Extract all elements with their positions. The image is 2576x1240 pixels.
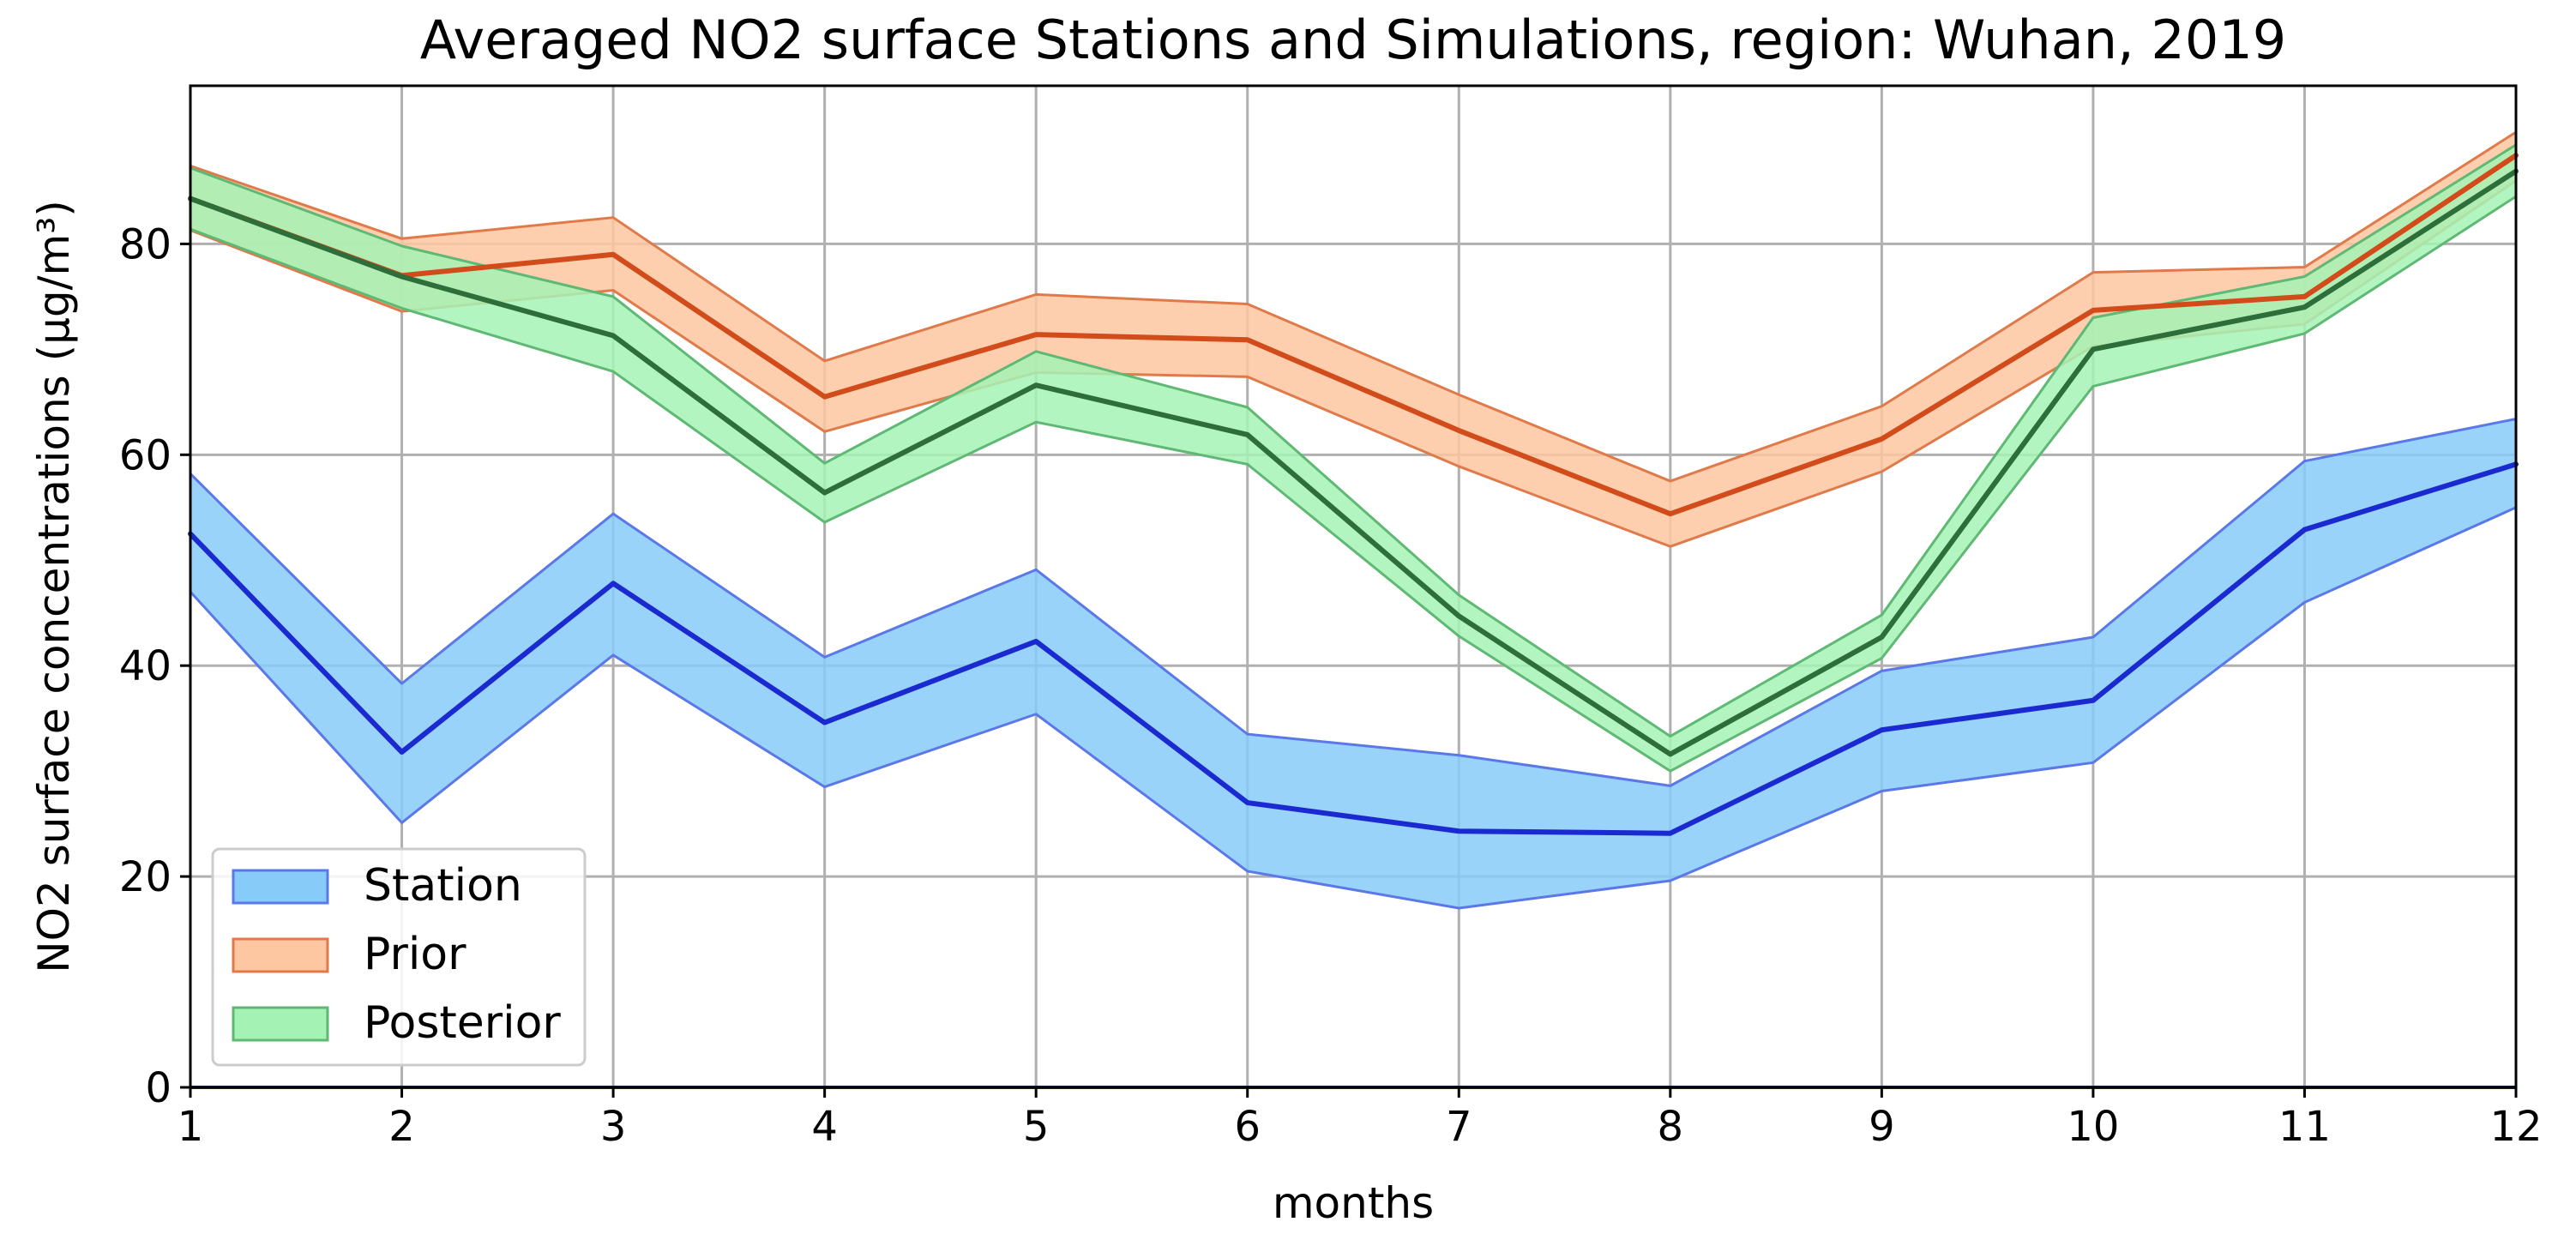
y-axis-ticks: 0 20 40 60 80 [119, 220, 190, 1112]
plot-frame [189, 84, 2518, 1089]
legend-label-posterior: Posterior [364, 997, 561, 1049]
uncertainty-bands [189, 130, 2518, 910]
x-tick-label: 4 [811, 1103, 838, 1151]
x-tick-label: 5 [1023, 1103, 1050, 1151]
x-tick-label: 1 [178, 1103, 204, 1151]
y-tick-label: 0 [145, 1064, 172, 1112]
legend-swatch-prior [232, 937, 329, 973]
x-tick-label: 8 [1658, 1103, 1684, 1151]
x-tick-label: 11 [2278, 1103, 2331, 1151]
legend-label-station: Station [364, 860, 522, 912]
x-tick-label: 3 [600, 1103, 627, 1151]
y-tick-label: 40 [119, 642, 172, 690]
x-tick-label: 7 [1446, 1103, 1472, 1151]
x-tick-label: 6 [1234, 1103, 1261, 1151]
legend-swatch-station [232, 869, 329, 905]
x-axis-label: months [1273, 1178, 1434, 1228]
legend-label-prior: Prior [364, 929, 466, 980]
x-tick-label: 9 [1869, 1103, 1895, 1151]
station-band [189, 418, 2518, 910]
prior-line [188, 153, 2519, 517]
x-tick-label: 2 [388, 1103, 415, 1151]
x-axis-ticks: 1 2 3 4 5 6 7 8 9 10 11 12 [178, 1087, 2543, 1151]
y-axis-label: NO2 surface concentrations (µg/m³) [29, 200, 79, 973]
y-tick-label: 80 [119, 220, 172, 268]
y-tick-label: 20 [119, 853, 172, 901]
chart-title: Averaged NO2 surface Stations and Simula… [420, 9, 2286, 71]
posterior-line [188, 168, 2519, 757]
legend: Station Prior Posterior [211, 847, 587, 1067]
station-line [188, 461, 2519, 836]
y-tick-label: 60 [119, 431, 172, 479]
x-tick-label: 12 [2489, 1103, 2542, 1151]
x-tick-label: 10 [2067, 1103, 2119, 1151]
legend-swatch-posterior [232, 1006, 329, 1042]
